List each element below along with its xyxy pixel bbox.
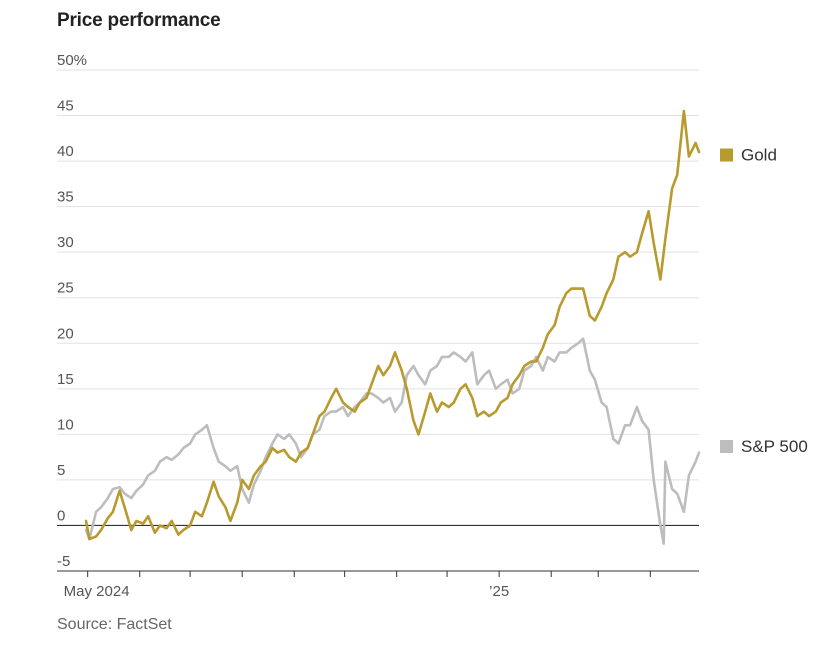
y-tick-label: 5 [57,462,65,479]
source-note: Source: FactSet [57,616,172,633]
series-line-gold [84,109,701,541]
x-tick-label: ’25 [489,583,509,600]
y-tick-label: 10 [57,416,74,433]
y-tick-label: 45 [57,98,74,115]
y-tick-label: 0 [57,507,65,524]
y-tick-label: 40 [57,143,74,160]
y-tick-label: 20 [57,325,74,342]
y-tick-label: -5 [57,553,70,570]
series-line-s-p-500 [84,337,701,545]
line-chart: May 2024 ’25 -5 0 5 10 15 20 25 30 35 40 45 50% Gold… [57,52,808,600]
chart-title: Price performance [57,10,221,31]
y-tick-label: 35 [57,189,74,206]
series-lines [84,109,701,545]
legend-swatch [720,440,733,454]
y-axis-tick-labels: -5 0 5 10 15 20 25 30 35 40 45 50% [57,52,87,570]
legend: Gold S&P 500 [720,146,808,456]
x-tick-label: May 2024 [64,583,130,600]
x-axis: May 2024 ’25 [57,570,699,600]
y-tick-label: 50% [57,52,87,69]
gridlines [57,69,699,572]
y-tick-label: 25 [57,280,74,297]
legend-label: S&P 500 [741,437,808,456]
legend-swatch [720,148,733,162]
y-tick-label: 30 [57,234,74,251]
y-tick-label: 15 [57,371,74,388]
legend-label: Gold [741,146,777,165]
